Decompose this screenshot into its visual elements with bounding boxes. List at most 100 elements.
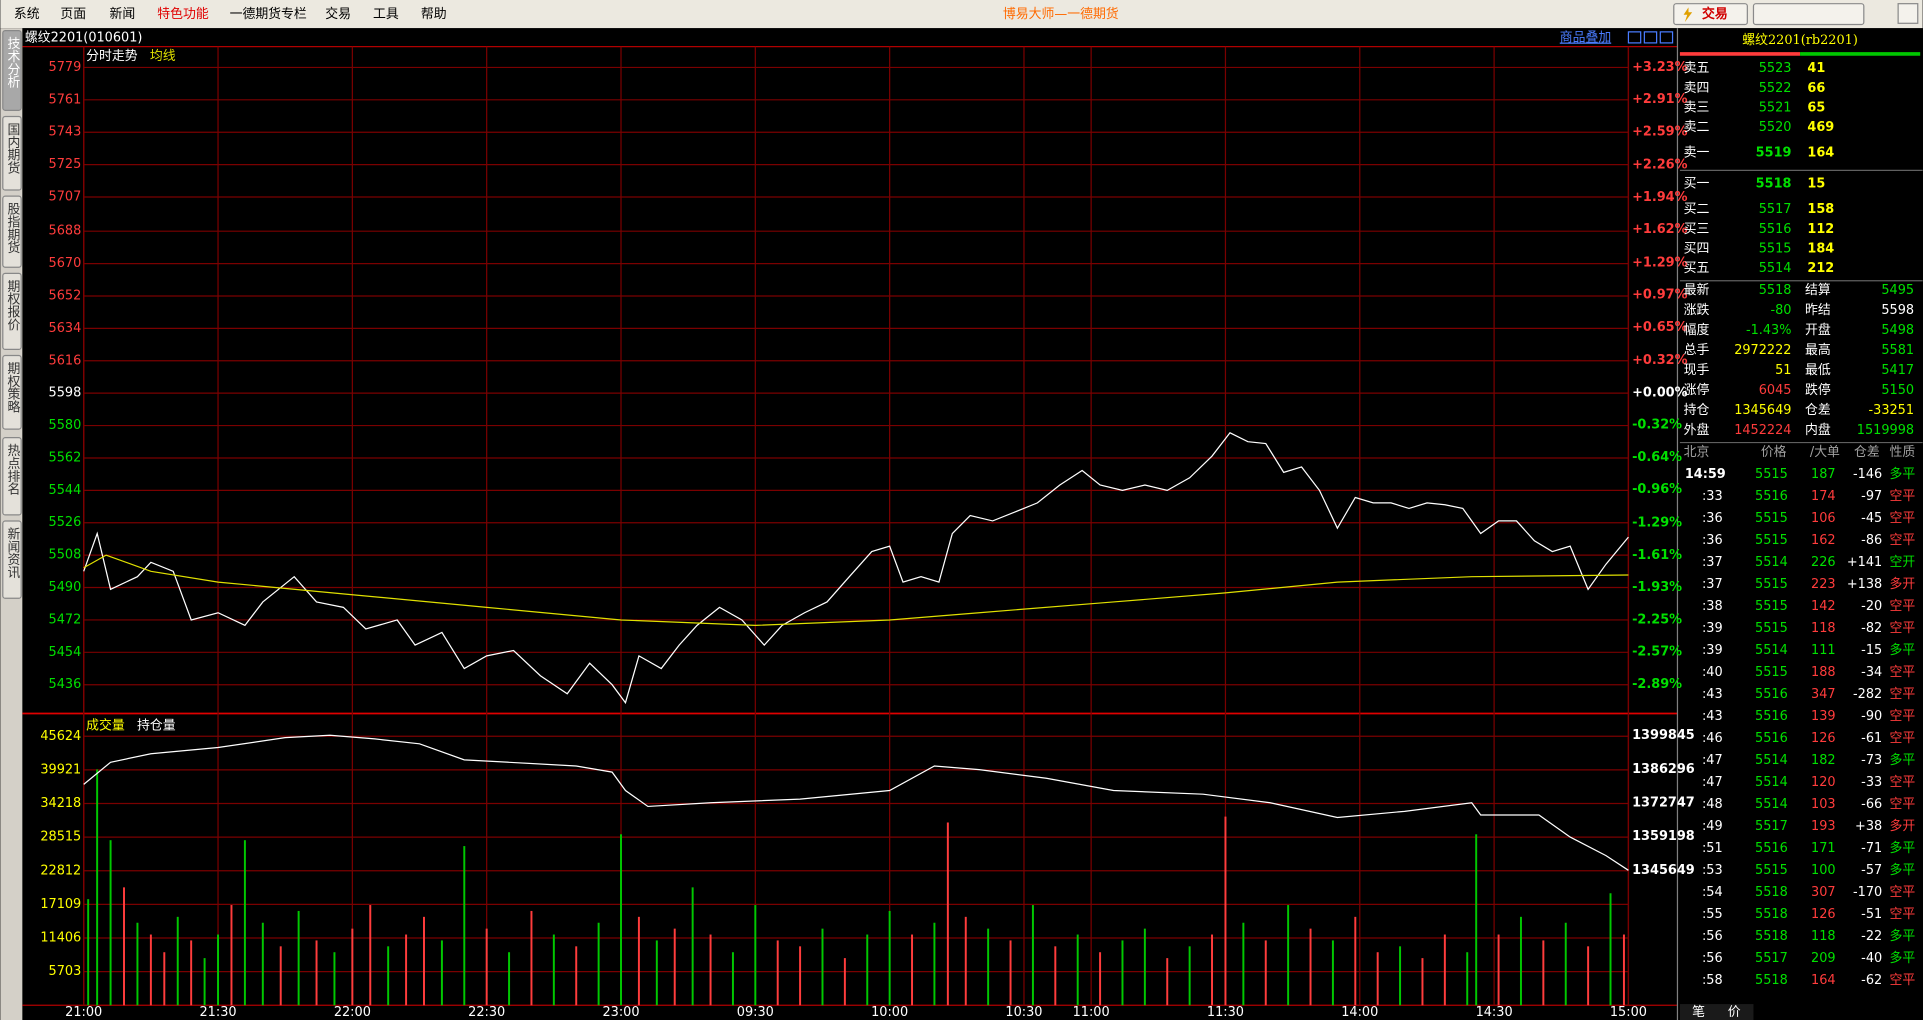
side-tab-label[interactable]: 新闻资讯	[4, 526, 19, 580]
volume-bar	[691, 887, 694, 1006]
tick-nature: 多平	[1890, 753, 1916, 768]
panel-icon[interactable]	[1627, 31, 1642, 44]
stat-label: 最高	[1805, 342, 1831, 358]
tick-volume: 226	[1811, 555, 1836, 570]
menu-item[interactable]: 一德期货专栏	[230, 6, 307, 22]
tick-nature: 空开	[1890, 555, 1916, 570]
tick-time: :49	[1702, 819, 1723, 834]
side-tab-label[interactable]: 期权报价	[4, 280, 19, 332]
y-tick-label: 5634	[49, 321, 82, 336]
panel-icon[interactable]	[1643, 31, 1658, 44]
trade-button-label[interactable]: 交易	[1702, 6, 1728, 22]
volume-bar	[87, 899, 90, 1006]
book-volume: 469	[1807, 120, 1834, 135]
bottom-tab[interactable]: 笔	[1692, 1004, 1705, 1020]
side-tab[interactable]	[2, 520, 22, 599]
tick-volume: 142	[1811, 599, 1836, 614]
menu-item[interactable]: 帮助	[421, 7, 447, 22]
tick-oi-change: -146	[1853, 467, 1882, 482]
tick-volume: 164	[1811, 973, 1836, 988]
menu-item[interactable]: 工具	[373, 7, 399, 22]
y-tick-label: 5472	[49, 612, 82, 627]
volume-bar	[369, 905, 372, 1006]
volume-bar	[1622, 934, 1625, 1006]
x-tick-label: 14:00	[1341, 1005, 1378, 1020]
side-tab-label[interactable]: 股指期货	[4, 202, 19, 254]
volume-bar	[987, 928, 990, 1006]
side-tab[interactable]	[2, 272, 22, 351]
side-tab[interactable]	[2, 354, 22, 430]
tick-price: 5514	[1755, 775, 1788, 790]
stat-label: 跌停	[1805, 382, 1831, 398]
side-tab-label[interactable]: 国内期货	[4, 123, 19, 175]
chart-area	[22, 28, 1678, 1020]
tick-volume: 171	[1811, 841, 1836, 856]
tick-time: :36	[1702, 533, 1723, 548]
volume-bar	[1443, 934, 1446, 1006]
tick-price: 5516	[1755, 687, 1788, 702]
stat-value: 51	[1775, 363, 1791, 378]
volume-bar	[1143, 928, 1146, 1006]
menu-item[interactable]: 页面	[60, 7, 86, 22]
tick-price: 5514	[1755, 555, 1788, 570]
volume-bar	[1331, 940, 1334, 1006]
y-tick-label: 5652	[49, 288, 82, 303]
book-label: 卖五	[1684, 61, 1710, 76]
tick-time: :36	[1702, 511, 1723, 526]
volume-bar	[1542, 940, 1545, 1006]
y-tick-label: 5707	[49, 190, 82, 205]
window-button[interactable]	[1897, 3, 1919, 24]
y-tick-label: 5703	[49, 964, 82, 979]
book-volume: 66	[1807, 81, 1825, 96]
side-tab-label[interactable]: 期权策略	[4, 362, 19, 414]
side-tab-label[interactable]: 热点排名	[4, 444, 19, 496]
bottom-tab-bar	[1679, 1004, 1754, 1020]
trade-button[interactable]	[1673, 3, 1748, 26]
tick-time: :47	[1702, 753, 1723, 768]
menu-item[interactable]: 新闻	[109, 6, 135, 22]
menu-item[interactable]: 系统	[14, 7, 40, 22]
y2-tick-label: -1.61%	[1632, 548, 1682, 563]
toolbar-button[interactable]	[1752, 3, 1865, 26]
tick-time: :43	[1702, 687, 1723, 702]
book-volume: 184	[1807, 241, 1834, 256]
tick-price: 5514	[1755, 797, 1788, 812]
volume-bar	[405, 934, 408, 1006]
overlay-button[interactable]: 商品叠加	[1560, 31, 1611, 46]
legend-entry: 分时走势	[86, 48, 138, 64]
tick-price: 5515	[1755, 621, 1788, 636]
side-tab[interactable]	[2, 115, 22, 191]
menu-bar	[0, 0, 1923, 29]
tick-price: 5515	[1755, 467, 1788, 482]
menu-item[interactable]: 特色功能	[157, 6, 209, 22]
y2-tick-label: +0.65%	[1632, 320, 1688, 335]
book-volume: 164	[1807, 146, 1834, 161]
tick-volume: 209	[1811, 951, 1836, 966]
side-tab-label[interactable]: 技术分析	[4, 37, 19, 89]
legend-entry: 持仓量	[137, 718, 176, 733]
menu-item[interactable]: 交易	[325, 6, 351, 22]
tick-time: :37	[1702, 555, 1723, 570]
book-label: 卖四	[1684, 81, 1710, 96]
volume-bar	[1287, 905, 1290, 1006]
side-tab[interactable]	[2, 195, 22, 268]
tick-price: 5515	[1755, 533, 1788, 548]
y2-tick-label: +0.97%	[1632, 288, 1688, 303]
volume-bar	[1354, 916, 1357, 1006]
tick-volume: 182	[1811, 753, 1836, 768]
book-label: 买五	[1684, 261, 1710, 276]
bottom-tab[interactable]: 价	[1728, 1005, 1741, 1020]
y2-tick-label: 1345649	[1632, 863, 1695, 878]
tick-time: :40	[1702, 665, 1723, 680]
panel-icon[interactable]	[1659, 31, 1674, 44]
volume-bar	[243, 840, 246, 1006]
volume-bar	[1076, 934, 1079, 1006]
volume-bar	[463, 846, 466, 1006]
tick-oi-change: -51	[1861, 907, 1882, 922]
side-tab[interactable]	[2, 437, 22, 516]
x-tick-label: 10:00	[871, 1005, 908, 1020]
side-tab[interactable]	[2, 30, 22, 111]
volume-bar	[1497, 934, 1500, 1006]
y-tick-label: 39921	[40, 762, 81, 777]
